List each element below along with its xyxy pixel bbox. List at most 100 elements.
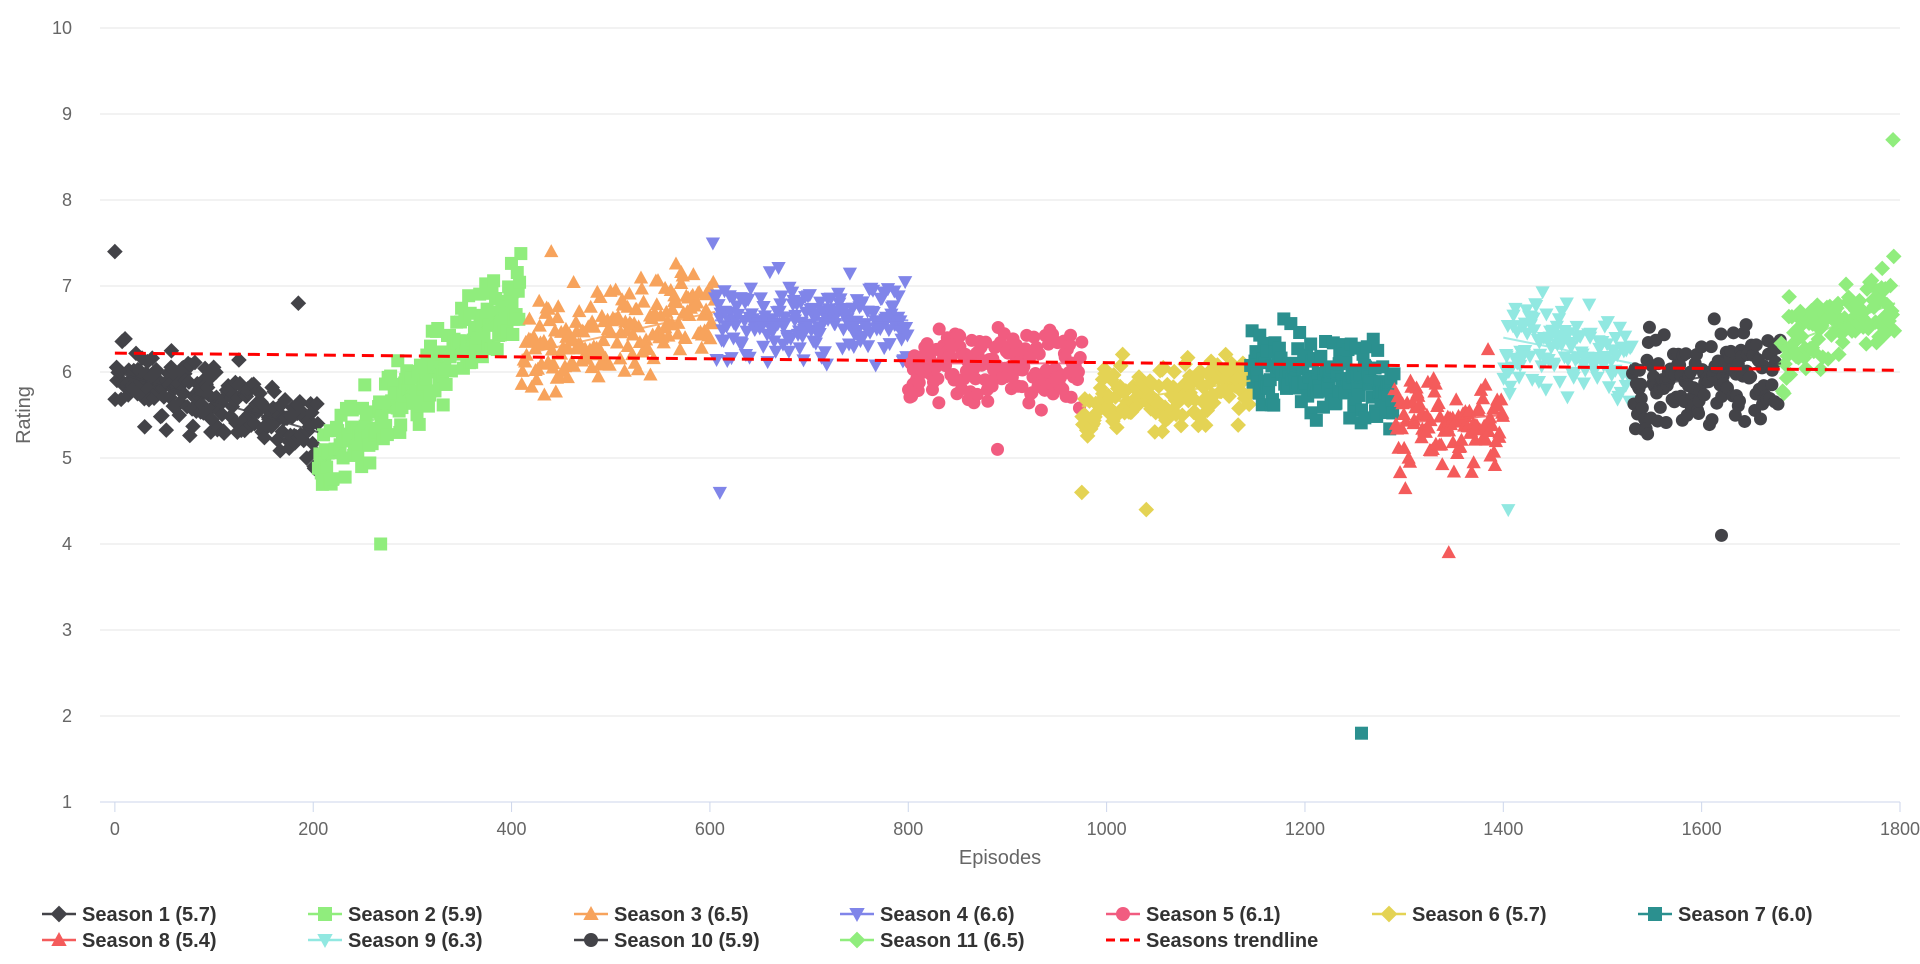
data-point: [726, 332, 741, 346]
data-point: [518, 354, 533, 368]
data-point: [711, 299, 726, 313]
data-point: [705, 237, 721, 251]
data-point: [671, 315, 686, 329]
data-point: [431, 321, 445, 335]
data-point: [1314, 349, 1328, 363]
data-point: [1554, 305, 1570, 319]
legend-item[interactable]: Season 10 (5.9): [574, 930, 760, 952]
data-point: [1403, 373, 1418, 387]
data-point: [1105, 367, 1122, 383]
data-point: [991, 442, 1005, 456]
data-point: [1776, 385, 1792, 402]
data-point: [1309, 413, 1323, 427]
data-point: [1387, 367, 1401, 381]
legend-item[interactable]: Season 5 (6.1): [1106, 904, 1281, 926]
data-point: [650, 273, 666, 287]
data-point: [1097, 365, 1113, 382]
data-point: [144, 350, 161, 367]
data-point: [490, 343, 504, 357]
data-point: [514, 247, 528, 261]
x-tick-label: 400: [497, 819, 527, 839]
data-point: [117, 331, 133, 347]
data-point: [1338, 386, 1352, 400]
legend-item[interactable]: Season 1 (5.7): [42, 904, 217, 926]
data-point: [1653, 400, 1667, 414]
data-point: [1502, 387, 1517, 401]
data-point: [1886, 322, 1903, 339]
data-point: [1564, 340, 1579, 354]
data-point: [185, 418, 201, 435]
legend-label: Season 8 (5.4): [82, 930, 217, 952]
data-point: [675, 268, 690, 282]
data-point: [274, 423, 291, 440]
data-point: [947, 373, 961, 387]
series-11: [1773, 132, 1903, 402]
legend-marker-symbol: [1648, 907, 1662, 921]
data-point: [1475, 391, 1491, 405]
series-2: [311, 247, 528, 551]
legend-item[interactable]: Season 2 (5.9): [308, 904, 483, 926]
y-axis: 1 2 3 4 5 6 7 8 9 10: [52, 18, 72, 812]
data-point: [1831, 346, 1847, 363]
data-point: [1552, 375, 1567, 389]
x-tick-label: 1000: [1087, 819, 1127, 839]
data-point: [266, 383, 283, 400]
data-point: [1503, 380, 1518, 394]
data-point: [620, 299, 635, 313]
data-point: [465, 349, 479, 363]
data-point: [292, 393, 308, 410]
data-point: [363, 456, 377, 470]
data-point: [1343, 411, 1357, 425]
legend-item[interactable]: Season 8 (5.4): [42, 930, 217, 952]
legend-item[interactable]: Seasons trendline: [1106, 930, 1318, 952]
x-tick-label: 200: [298, 819, 328, 839]
data-point: [855, 296, 870, 310]
season-trendline-1: [114, 371, 319, 434]
data-point: [515, 363, 530, 377]
data-point: [1103, 401, 1120, 418]
data-point: [898, 276, 913, 290]
data-point: [842, 267, 858, 281]
data-point: [230, 390, 246, 406]
data-point: [1765, 378, 1779, 392]
data-point: [1526, 324, 1542, 338]
data-point: [203, 411, 220, 428]
data-point: [669, 295, 684, 309]
data-point: [345, 403, 359, 417]
x-tick-label: 0: [110, 819, 120, 839]
data-point: [1435, 457, 1450, 471]
data-point: [1538, 383, 1554, 397]
data-point: [1079, 428, 1096, 444]
data-point: [1659, 416, 1673, 430]
data-point: [1073, 351, 1087, 365]
data-point: [1506, 309, 1521, 323]
data-point: [705, 316, 720, 330]
data-point: [1771, 397, 1785, 411]
legend-item[interactable]: Season 3 (6.5): [574, 904, 749, 926]
data-point: [421, 399, 435, 413]
x-tick-label: 600: [695, 819, 725, 839]
data-point: [1230, 417, 1246, 433]
data-point: [614, 292, 630, 306]
x-axis: 0 200 400 600 800 1000 1200 1400 1600 1800: [110, 802, 1920, 839]
data-point: [163, 343, 180, 359]
data-point: [1015, 380, 1029, 394]
data-point: [462, 289, 476, 303]
legend-item[interactable]: Season 9 (6.3): [308, 930, 483, 952]
x-axis-title: Episodes: [959, 847, 1041, 869]
legend-item[interactable]: Season 6 (5.7): [1372, 904, 1547, 926]
legend-label: Season 10 (5.9): [614, 930, 760, 952]
legend-item[interactable]: Season 4 (6.6): [840, 904, 1015, 926]
data-point: [1810, 331, 1827, 347]
data-point: [694, 340, 709, 354]
data-point: [900, 329, 915, 343]
data-point: [281, 440, 298, 456]
data-point: [1858, 336, 1875, 352]
data-point: [1830, 295, 1846, 312]
legend-item[interactable]: Season 11 (6.5): [840, 930, 1025, 952]
data-point: [512, 312, 526, 326]
data-point: [1411, 388, 1426, 402]
legend-item[interactable]: Season 7 (6.0): [1638, 904, 1813, 926]
data-point: [1726, 326, 1740, 340]
